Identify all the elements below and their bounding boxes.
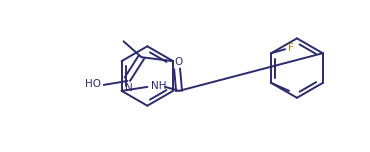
Text: HO: HO: [85, 79, 101, 89]
Text: N: N: [125, 83, 132, 93]
Text: F: F: [288, 43, 294, 53]
Text: O: O: [174, 57, 182, 67]
Text: NH: NH: [151, 81, 167, 91]
